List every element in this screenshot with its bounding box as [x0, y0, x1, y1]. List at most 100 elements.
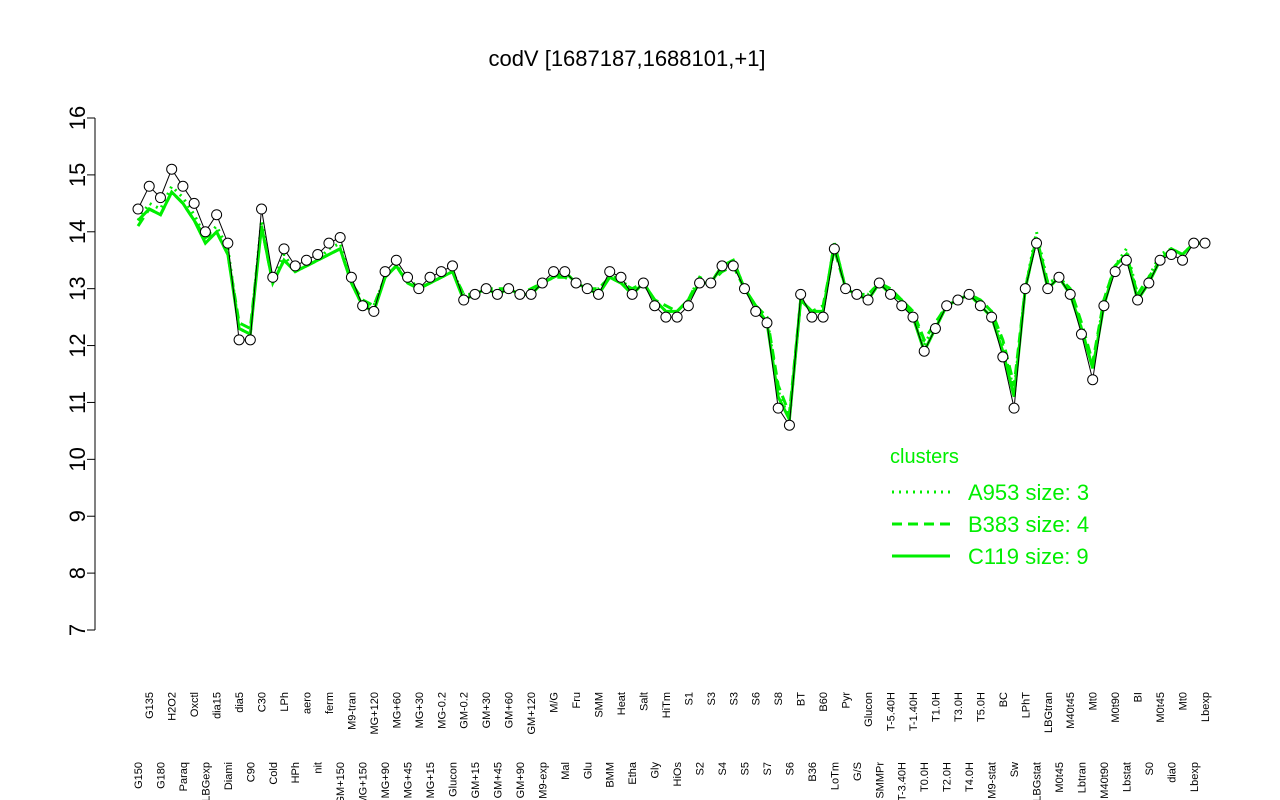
- x-tick-label: Heat: [616, 692, 628, 715]
- data-point: [199, 226, 211, 238]
- x-tick-label: Lbtran: [1076, 762, 1088, 793]
- data-point: [1120, 254, 1132, 266]
- data-point: [413, 283, 425, 295]
- x-tick-label: HiOs: [672, 762, 684, 787]
- x-tick-label: S7: [762, 762, 774, 775]
- x-tick-label: S3: [706, 692, 718, 705]
- x-tick-label: MG+120: [369, 692, 381, 735]
- x-tick-label: LPh: [279, 692, 291, 712]
- data-point: [1053, 271, 1065, 283]
- data-point: [1109, 266, 1121, 278]
- data-point: [604, 266, 616, 278]
- data-point: [1031, 237, 1043, 249]
- data-point: [581, 283, 593, 295]
- y-tick-label: 9: [65, 510, 90, 522]
- data-point: [783, 419, 795, 431]
- data-point: [379, 266, 391, 278]
- x-tick-label: GM+150: [335, 762, 347, 800]
- data-point: [480, 283, 492, 295]
- data-point: [727, 260, 739, 272]
- x-tick-label: B36: [807, 762, 819, 782]
- x-tick-label: H2O2: [167, 692, 179, 721]
- data-point: [1064, 288, 1076, 300]
- x-tick-label: Cold: [268, 762, 280, 785]
- data-point: [435, 266, 447, 278]
- data-point: [997, 351, 1009, 363]
- y-tick-label: 11: [65, 391, 90, 414]
- x-tick-label: Glucon: [863, 692, 875, 727]
- y-tick-label: 13: [65, 276, 90, 300]
- x-tick-label: C30: [257, 692, 269, 712]
- x-tick-label: S3: [728, 692, 740, 705]
- y-tick-label: 7: [65, 624, 90, 636]
- data-point: [615, 271, 627, 283]
- x-tick-label: BI: [1133, 692, 1145, 702]
- x-tick-label: Fru: [571, 692, 583, 709]
- y-tick-label: 12: [65, 333, 90, 357]
- data-point: [941, 300, 953, 312]
- x-tick-label: T-3.40H: [897, 762, 909, 800]
- data-point: [705, 277, 717, 289]
- x-tick-label: S6: [751, 692, 763, 705]
- data-point: [1199, 237, 1211, 249]
- x-tick-label: Etha: [627, 761, 639, 785]
- y-tick-label: 8: [65, 567, 90, 579]
- x-tick-label: LBGstat: [1032, 762, 1044, 800]
- data-point: [570, 277, 582, 289]
- data-point: [929, 322, 941, 334]
- data-point: [458, 294, 470, 306]
- x-tick-label: S2: [695, 762, 707, 775]
- x-tick-label: S5: [740, 762, 752, 775]
- data-point: [1075, 328, 1087, 340]
- data-point: [1188, 237, 1200, 249]
- x-tick-label: MG+90: [380, 762, 392, 798]
- data-point: [278, 243, 290, 255]
- data-point: [806, 311, 818, 323]
- data-point: [649, 300, 661, 312]
- data-point: [222, 237, 234, 249]
- data-point: [1165, 249, 1177, 261]
- x-tick-label: T4.0H: [964, 762, 976, 792]
- data-point: [896, 300, 908, 312]
- cluster-line: [136, 183, 1205, 421]
- x-tick-label: G180: [155, 762, 167, 789]
- data-point: [1132, 294, 1144, 306]
- data-point: [1008, 402, 1020, 414]
- data-point: [536, 277, 548, 289]
- x-tick-label: G135: [144, 692, 156, 719]
- x-tick-label: LoTm: [829, 762, 841, 790]
- x-tick-label: LPhT: [1020, 692, 1032, 719]
- data-point: [334, 231, 346, 243]
- data-point: [963, 288, 975, 300]
- x-tick-label: T-5.40H: [886, 692, 898, 731]
- data-point: [491, 288, 503, 300]
- x-tick-label: Gly: [650, 762, 662, 779]
- data-point: [986, 311, 998, 323]
- legend-label: B383 size: 4: [968, 512, 1089, 537]
- x-tick-label: dia0: [1166, 762, 1178, 783]
- x-tick-label: Pyr: [841, 692, 853, 709]
- data-point: [357, 300, 369, 312]
- data-point: [289, 260, 301, 272]
- x-tick-label: G150: [133, 762, 145, 789]
- data-line: [137, 168, 1205, 427]
- data-point: [750, 305, 762, 317]
- x-tick-label: GM+45: [492, 762, 504, 798]
- x-tick-label: BC: [998, 692, 1010, 707]
- data-point: [244, 334, 256, 346]
- x-tick-label: C90: [245, 762, 257, 782]
- data-point: [682, 300, 694, 312]
- x-tick-label: S1: [683, 692, 695, 705]
- cluster-line: [136, 189, 1205, 415]
- x-tick-label: Glucon: [447, 762, 459, 797]
- data-point: [559, 266, 571, 278]
- legend-label: C119 size: 9: [968, 544, 1089, 569]
- x-tick-label: Mt0: [1178, 692, 1190, 710]
- data-point: [840, 283, 852, 295]
- x-tick-label: Salt: [638, 692, 650, 711]
- cluster-line: [136, 189, 1205, 425]
- data-point: [154, 192, 166, 204]
- data-point: [862, 294, 874, 306]
- x-tick-label: Mal: [560, 762, 572, 780]
